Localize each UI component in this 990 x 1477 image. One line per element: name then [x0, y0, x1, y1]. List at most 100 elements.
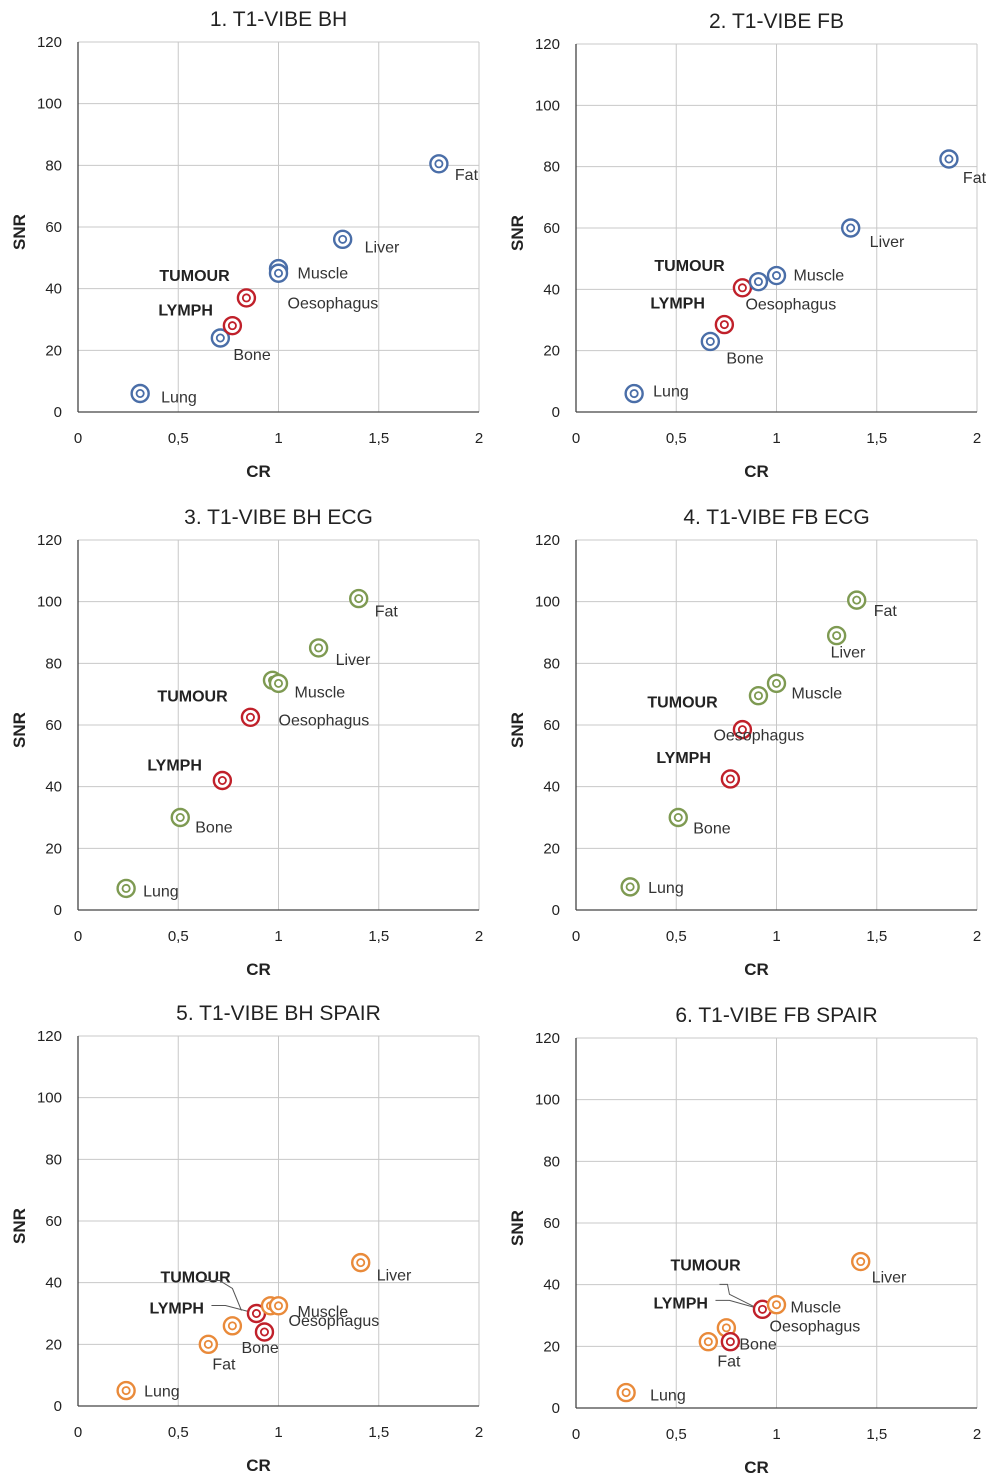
data-point-core — [856, 1257, 866, 1267]
data-point-ring — [766, 1295, 787, 1315]
data-point — [766, 265, 787, 286]
point-label: Muscle — [298, 1304, 349, 1321]
data-point-core — [719, 320, 729, 330]
point-label: Fat — [455, 167, 479, 184]
data-point-core — [772, 1300, 782, 1310]
point-label: Fat — [874, 603, 898, 620]
data-point — [212, 770, 233, 791]
data-point — [268, 673, 289, 694]
data-point-core — [772, 678, 782, 688]
leader-line — [719, 1283, 756, 1308]
x-tick-label: 0,5 — [168, 1424, 189, 1441]
data-point — [308, 638, 329, 658]
point-label: TUMOUR — [159, 268, 230, 285]
data-point-ring — [766, 265, 787, 286]
data-point-ring — [236, 288, 257, 308]
data-point-core — [725, 774, 735, 784]
data-point — [620, 877, 640, 897]
data-point-core — [721, 1323, 731, 1333]
point-label: Lung — [650, 1388, 686, 1405]
data-point-core — [175, 813, 185, 823]
x-tick-label: 1,5 — [368, 430, 389, 447]
data-point-ring — [349, 588, 369, 609]
x-tick-label: 2 — [973, 928, 981, 945]
data-point-ring — [198, 1334, 219, 1355]
point-label: LYMPH — [650, 296, 705, 313]
leader-line — [198, 1280, 242, 1311]
x-tick-label: 1,5 — [866, 430, 887, 447]
point-label: Muscle — [294, 684, 345, 701]
x-tick-label: 1,5 — [866, 1426, 887, 1443]
data-point — [268, 1296, 289, 1316]
x-tick-label: 0,5 — [666, 1426, 687, 1443]
data-point-ring — [851, 1251, 871, 1272]
y-tick-label: 20 — [543, 1338, 560, 1355]
data-point-ring — [720, 769, 741, 789]
data-point-core — [338, 234, 348, 244]
data-point-core — [832, 631, 842, 641]
x-axis-label: CR — [744, 1458, 769, 1477]
data-point-core — [354, 594, 364, 604]
point-label: Lung — [648, 880, 684, 897]
data-point-ring — [170, 807, 190, 828]
point-label: Bone — [233, 347, 270, 364]
data-point-core — [725, 1337, 735, 1347]
data-point-core — [273, 1301, 283, 1311]
data-point — [116, 1380, 136, 1401]
data-point-ring — [766, 673, 787, 694]
annotation-label: Oesophagus — [289, 1313, 380, 1330]
x-tick-label: 0 — [572, 430, 580, 447]
data-point — [222, 315, 243, 336]
point-label: LYMPH — [653, 1295, 708, 1312]
point-label: Oesophagus — [288, 295, 379, 312]
point-label: Fat — [717, 1354, 741, 1371]
data-point-ring — [714, 314, 735, 335]
x-tick-label: 2 — [973, 430, 981, 447]
data-point — [732, 278, 753, 298]
y-tick-label: 100 — [37, 1090, 62, 1107]
data-point — [847, 590, 867, 610]
data-point-core — [215, 333, 225, 343]
data-point-ring — [939, 149, 959, 169]
point-label: Fat — [212, 1356, 236, 1373]
data-point-core — [273, 268, 283, 278]
point-label: Liver — [831, 645, 866, 662]
y-tick-label: 80 — [543, 159, 560, 176]
y-tick-label: 100 — [37, 594, 62, 611]
data-point-core — [757, 1304, 767, 1314]
data-point-core — [629, 389, 639, 399]
y-tick-label: 100 — [535, 97, 560, 114]
x-tick-label: 0 — [74, 430, 82, 447]
y-tick-label: 0 — [54, 1398, 62, 1415]
point-label: Oesophagus — [279, 712, 370, 729]
point-label: Liver — [365, 239, 400, 256]
point-label: Liver — [870, 234, 905, 251]
x-tick-label: 1 — [772, 430, 780, 447]
point-label: Muscle — [792, 685, 843, 702]
data-point-ring — [720, 1332, 741, 1352]
x-tick-label: 0 — [572, 1426, 580, 1443]
data-point — [840, 218, 861, 238]
x-tick-label: 0,5 — [666, 928, 687, 945]
point-label: TUMOUR — [654, 258, 725, 275]
y-tick-label: 40 — [543, 1277, 560, 1294]
data-point-ring — [732, 278, 753, 298]
data-point-ring — [429, 154, 449, 174]
x-axis-label: CR — [246, 1456, 271, 1475]
data-point — [668, 807, 688, 828]
point-label: LYMPH — [149, 1301, 204, 1318]
data-point-ring — [268, 1296, 289, 1316]
data-point-ring — [847, 590, 867, 610]
data-point-ring — [268, 263, 289, 283]
data-point-ring — [240, 707, 261, 727]
data-point-core — [217, 776, 227, 786]
y-tick-label: 40 — [45, 281, 62, 298]
data-point-ring — [668, 807, 688, 828]
data-point-core — [203, 1339, 213, 1349]
point-label: Bone — [739, 1337, 776, 1354]
y-tick-label: 100 — [535, 594, 560, 611]
